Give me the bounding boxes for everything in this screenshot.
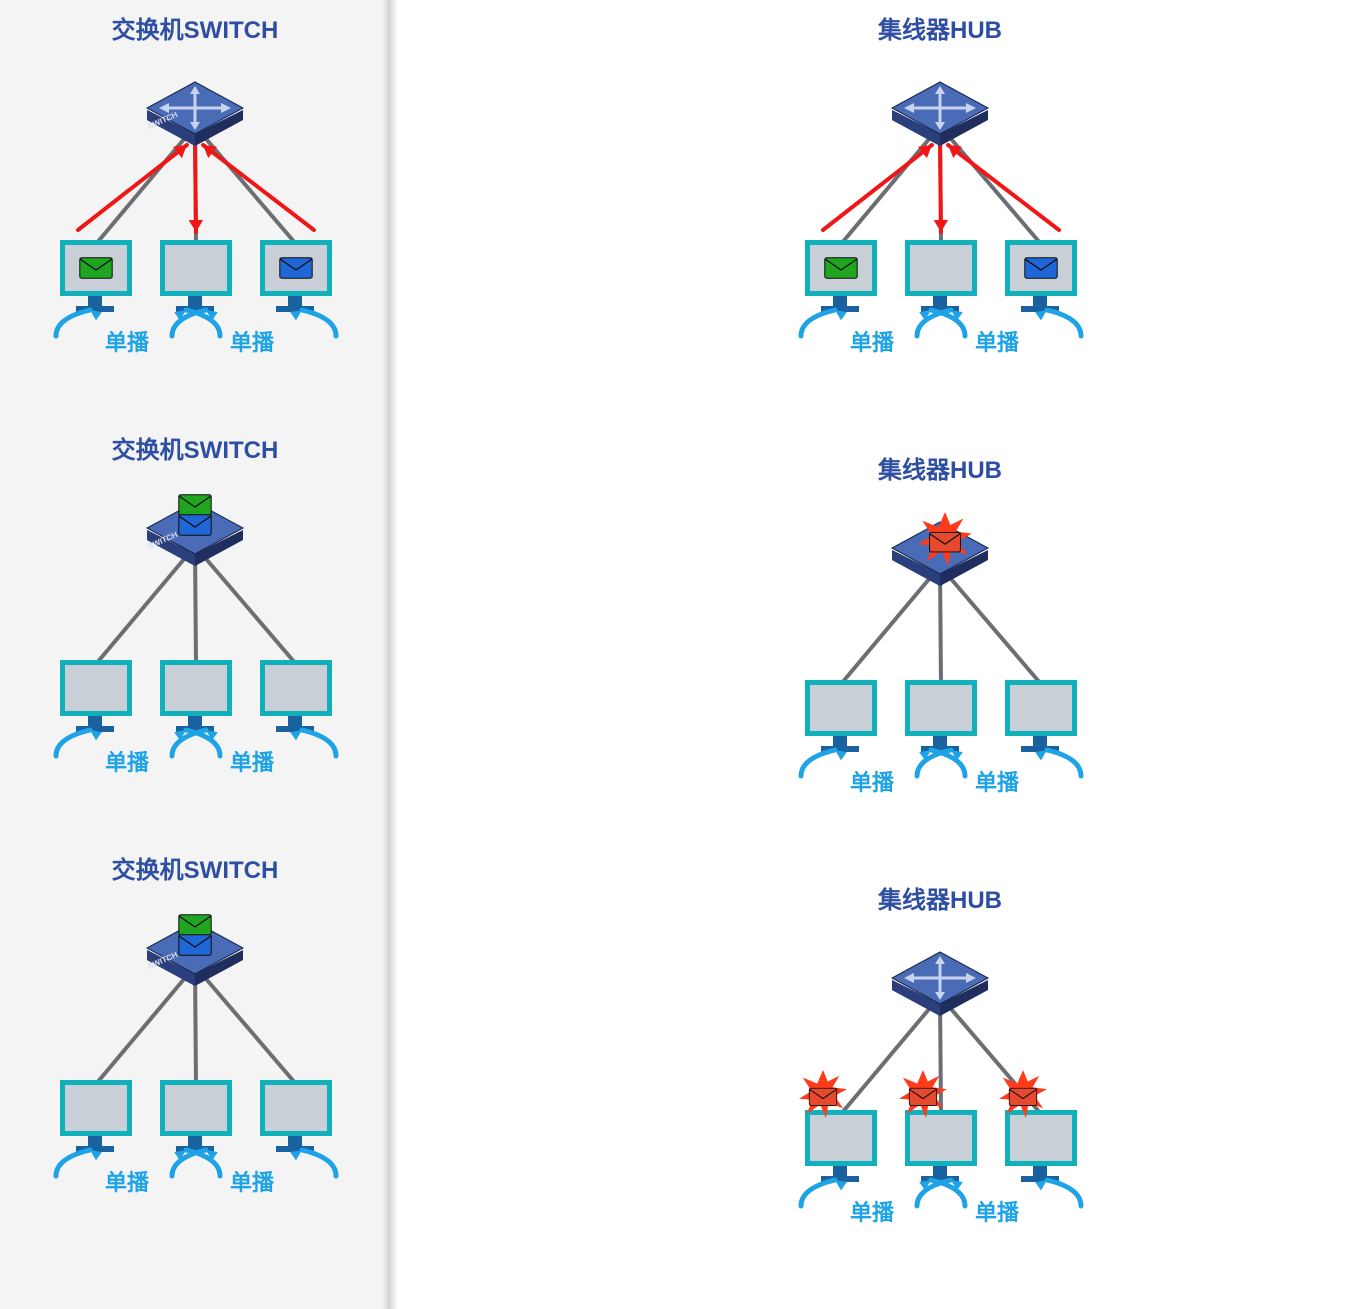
hub-diagram: 集线器HUB单播单播 xyxy=(780,880,1100,1260)
label-arrow-layer xyxy=(780,450,1100,830)
switch-diagram: 交换机SWITCHSWITCH单播单播 xyxy=(35,850,355,1230)
label-arrow-layer xyxy=(780,10,1100,390)
label-arrow-layer xyxy=(35,430,355,810)
page: 交换机SWITCHSWITCH单播单播交换机SWITCHSWITCH单播单播交换… xyxy=(0,0,1347,1309)
unicast-label: 单播 xyxy=(850,325,894,357)
unicast-label: 单播 xyxy=(230,745,274,777)
hub-diagram: 集线器HUB单播单播 xyxy=(780,10,1100,390)
label-arrow-layer xyxy=(35,850,355,1230)
unicast-label: 单播 xyxy=(105,325,149,357)
unicast-label: 单播 xyxy=(975,325,1019,357)
left-column: 交换机SWITCHSWITCH单播单播交换机SWITCHSWITCH单播单播交换… xyxy=(0,0,390,1309)
unicast-label: 单播 xyxy=(975,1195,1019,1227)
unicast-label: 单播 xyxy=(230,1165,274,1197)
switch-diagram: 交换机SWITCHSWITCH单播单播 xyxy=(35,430,355,810)
label-arrow-layer xyxy=(35,10,355,390)
unicast-label: 单播 xyxy=(850,765,894,797)
unicast-label: 单播 xyxy=(105,745,149,777)
unicast-label: 单播 xyxy=(230,325,274,357)
hub-diagram: 集线器HUB单播单播 xyxy=(780,450,1100,830)
column-gap xyxy=(390,0,450,1309)
unicast-label: 单播 xyxy=(850,1195,894,1227)
right-column: 集线器HUB单播单播集线器HUB单播单播集线器HUB单播单播 xyxy=(450,0,1347,1309)
label-arrow-layer xyxy=(780,880,1100,1260)
unicast-label: 单播 xyxy=(975,765,1019,797)
unicast-label: 单播 xyxy=(105,1165,149,1197)
switch-diagram: 交换机SWITCHSWITCH单播单播 xyxy=(35,10,355,390)
